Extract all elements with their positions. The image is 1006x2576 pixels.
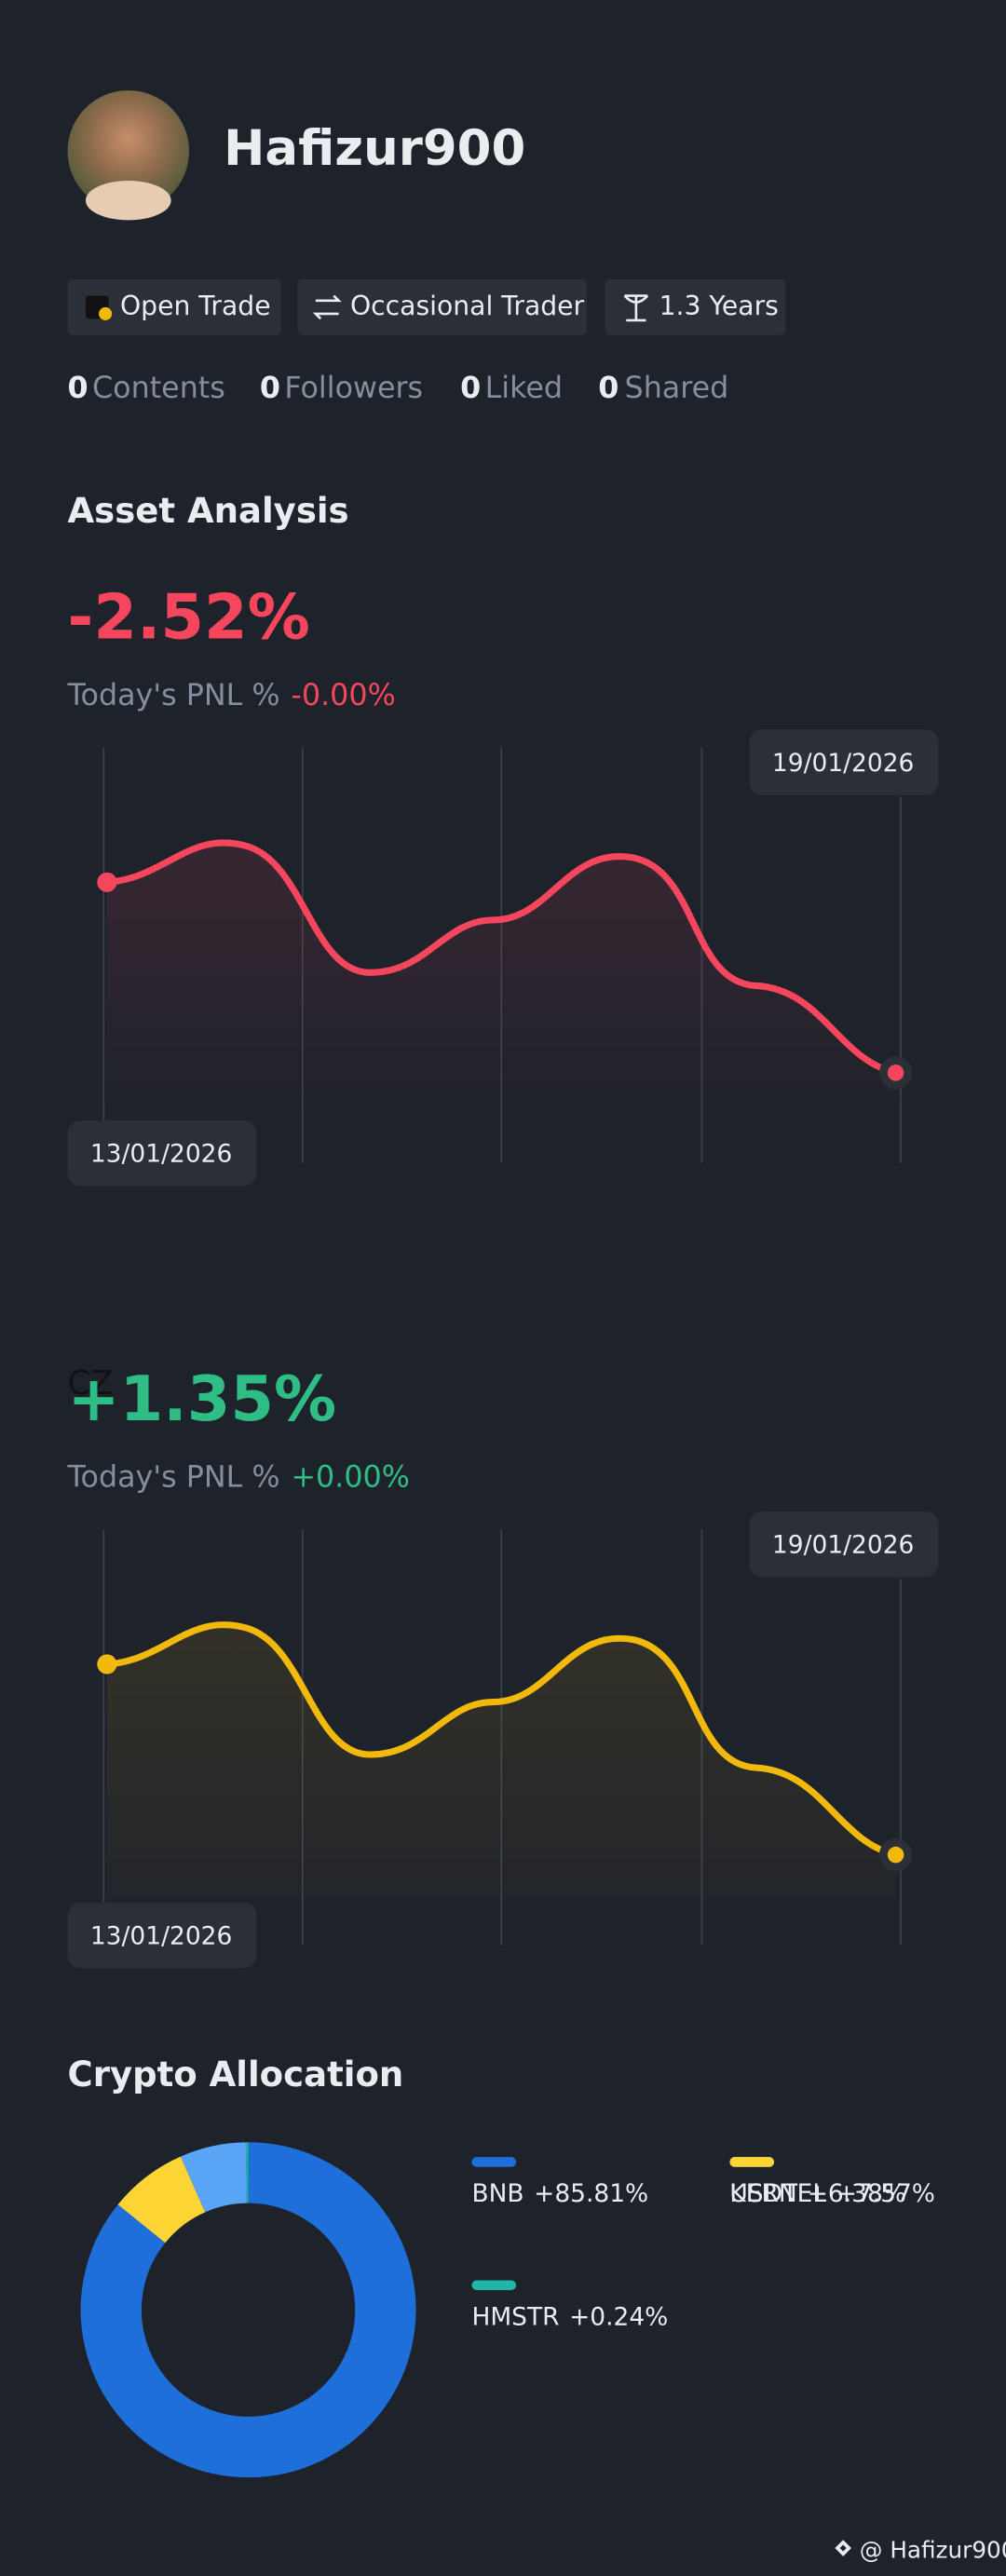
end-point: [887, 1846, 904, 1864]
stat-label[interactable]: Shared: [625, 372, 729, 405]
pnl-change: -2.52%: [68, 580, 310, 653]
start-date: 13/01/2026: [90, 1140, 232, 1169]
donut-chart: BNB +85.81% USDT +6.38% HMSTR +0.24% KERNEL +7.…: [80, 2142, 935, 2478]
donut-segment: [180, 2142, 248, 2213]
start-point: [97, 872, 117, 892]
donut-segment: [117, 2156, 207, 2244]
username: Hafizur900: [224, 120, 525, 177]
tag: [297, 278, 587, 335]
legend-swatch: [471, 2280, 517, 2291]
tag-label: Open Trade: [120, 291, 271, 321]
start-point: [97, 1654, 117, 1674]
date-pill: [67, 1120, 257, 1186]
legend-name: KERNEL: [729, 2179, 826, 2208]
tag-icon-dot: [99, 306, 113, 320]
stat-label[interactable]: Contents: [92, 372, 225, 405]
pnl-change: +1.35%: [68, 1363, 337, 1435]
pnl-value: +0.00%: [291, 1461, 409, 1495]
pnl-label: Today's PNL %: [67, 1461, 280, 1495]
section-title: Crypto Allocation: [68, 2054, 404, 2095]
section-title: Asset Analysis: [68, 491, 349, 531]
donut-segment: [80, 2142, 416, 2478]
stat-label[interactable]: Liked: [485, 372, 563, 405]
line: [106, 839, 897, 1077]
tag-icon: [312, 294, 342, 320]
legend-swatch: [729, 2157, 775, 2167]
avatar[interactable]: [67, 90, 190, 212]
legend-swatch: [471, 2157, 517, 2167]
avatar-shirt: [85, 181, 171, 221]
end-point: [887, 1064, 904, 1081]
tag-label: Occasional Trader: [350, 291, 585, 321]
start-date: 13/01/2026: [90, 1921, 232, 1950]
stat-count: 0: [68, 372, 88, 405]
tag-icon: [623, 294, 649, 322]
pnl-label: Today's PNL %: [67, 679, 280, 712]
footer-icon: [835, 2540, 851, 2556]
legend-name: HMSTR: [471, 2303, 559, 2332]
tag: [605, 278, 786, 335]
pnl-panel: -2.52% Today's PNL % -0.00% 19/01/2026 1…: [67, 580, 939, 1186]
legend-value: +6.38%: [808, 2179, 906, 2208]
legend-value: +0.24%: [569, 2303, 668, 2332]
legend-value: +7.57%: [836, 2179, 935, 2208]
stat-count: 0: [598, 372, 619, 405]
pnl-panel: CZ +1.35% Today's PNL % +0.00% 19/01/202…: [67, 1363, 939, 1969]
end-date: 19/01/2026: [772, 749, 914, 778]
legend-name: BNB: [471, 2179, 523, 2208]
date-pill: [749, 729, 939, 795]
tag-label: 1.3 Years: [659, 291, 779, 321]
stat-count: 0: [460, 372, 481, 405]
date-pill: [67, 1902, 257, 1969]
tag: [67, 278, 281, 335]
end-date: 19/01/2026: [772, 1530, 914, 1559]
date-pill: [749, 1511, 939, 1578]
legend-name: USDT: [729, 2179, 798, 2208]
footer: @ Hafizur900: [860, 2537, 1006, 2564]
stat-label[interactable]: Followers: [284, 372, 423, 405]
stat-count: 0: [260, 372, 280, 405]
overlay-label: CZ: [68, 1364, 114, 1403]
pnl-value: -0.00%: [291, 679, 395, 712]
legend-value: +85.81%: [534, 2179, 648, 2208]
line: [106, 1621, 897, 1859]
